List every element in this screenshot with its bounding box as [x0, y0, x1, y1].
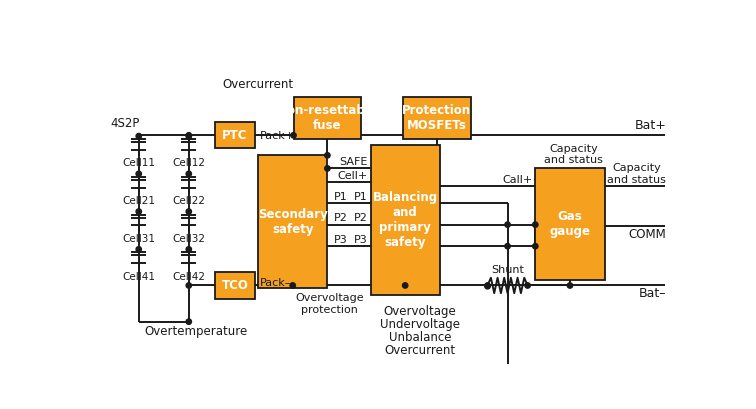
Circle shape	[186, 247, 191, 252]
Bar	[258, 155, 327, 288]
Circle shape	[505, 222, 510, 227]
Text: Pack–: Pack–	[259, 278, 291, 288]
Text: P2: P2	[354, 213, 367, 223]
Bar	[535, 169, 605, 280]
Text: Shunt: Shunt	[491, 265, 524, 275]
Text: Capacity
and status: Capacity and status	[544, 144, 603, 165]
Circle shape	[136, 171, 141, 177]
Circle shape	[525, 283, 530, 288]
Circle shape	[186, 209, 191, 214]
Circle shape	[186, 133, 191, 139]
Text: Balancing
and
primary
safety: Balancing and primary safety	[373, 191, 438, 249]
Text: Overcurrent: Overcurrent	[222, 79, 293, 91]
Circle shape	[186, 319, 191, 324]
Text: Cell21: Cell21	[122, 196, 155, 206]
Circle shape	[402, 283, 407, 288]
Bar	[293, 97, 361, 139]
Text: P2: P2	[333, 213, 348, 223]
Text: Pack+: Pack+	[259, 131, 295, 141]
Circle shape	[324, 153, 330, 158]
Circle shape	[186, 171, 191, 177]
Bar	[215, 272, 255, 299]
Circle shape	[136, 209, 141, 214]
Circle shape	[291, 133, 296, 138]
Bar	[215, 122, 255, 148]
Text: P3: P3	[333, 235, 347, 245]
Circle shape	[485, 283, 490, 288]
Bar	[403, 97, 470, 139]
Text: Gas
gauge: Gas gauge	[550, 210, 590, 238]
Text: P1: P1	[354, 191, 367, 202]
Text: Cell42: Cell42	[172, 272, 206, 282]
Text: Non-resettable
fuse: Non-resettable fuse	[277, 104, 377, 132]
Circle shape	[567, 283, 572, 288]
Text: Cell11: Cell11	[122, 158, 155, 169]
Text: Protection
MOSFETs: Protection MOSFETs	[402, 104, 471, 132]
Text: Bat–: Bat–	[639, 287, 666, 300]
Bar	[370, 145, 440, 295]
Text: 4S2P: 4S2P	[110, 117, 140, 130]
Text: Capacity
and status: Capacity and status	[607, 163, 666, 184]
Text: Unbalance: Unbalance	[389, 331, 451, 344]
Text: TCO: TCO	[222, 279, 249, 292]
Circle shape	[186, 133, 191, 138]
Text: Cell31: Cell31	[122, 234, 155, 244]
Circle shape	[186, 283, 191, 288]
Text: P1: P1	[333, 191, 347, 202]
Text: Cell22: Cell22	[172, 196, 206, 206]
Circle shape	[136, 133, 141, 139]
Circle shape	[136, 247, 141, 252]
Text: Undervoltage: Undervoltage	[380, 318, 460, 331]
Text: Cell41: Cell41	[122, 272, 155, 282]
Text: COMM: COMM	[628, 228, 666, 241]
Text: Cell+: Cell+	[337, 171, 367, 181]
Text: Cell12: Cell12	[172, 158, 206, 169]
Text: Bat+: Bat+	[634, 119, 666, 132]
Text: P3: P3	[354, 235, 367, 245]
Circle shape	[485, 283, 490, 289]
Text: Overvoltage: Overvoltage	[383, 305, 456, 318]
Text: Overvoltage
protection: Overvoltage protection	[295, 293, 364, 315]
Text: Overcurrent: Overcurrent	[384, 344, 455, 357]
Circle shape	[290, 283, 296, 288]
Circle shape	[324, 166, 330, 171]
Text: Secondary
safety: Secondary safety	[258, 207, 327, 236]
Text: Cell32: Cell32	[172, 234, 206, 244]
Text: Overtemperature: Overtemperature	[145, 325, 248, 338]
Text: Call+: Call+	[502, 175, 532, 184]
Text: PTC: PTC	[222, 129, 248, 142]
Text: SAFE: SAFE	[339, 157, 367, 167]
Circle shape	[505, 243, 510, 249]
Circle shape	[532, 222, 538, 227]
Circle shape	[532, 243, 538, 249]
